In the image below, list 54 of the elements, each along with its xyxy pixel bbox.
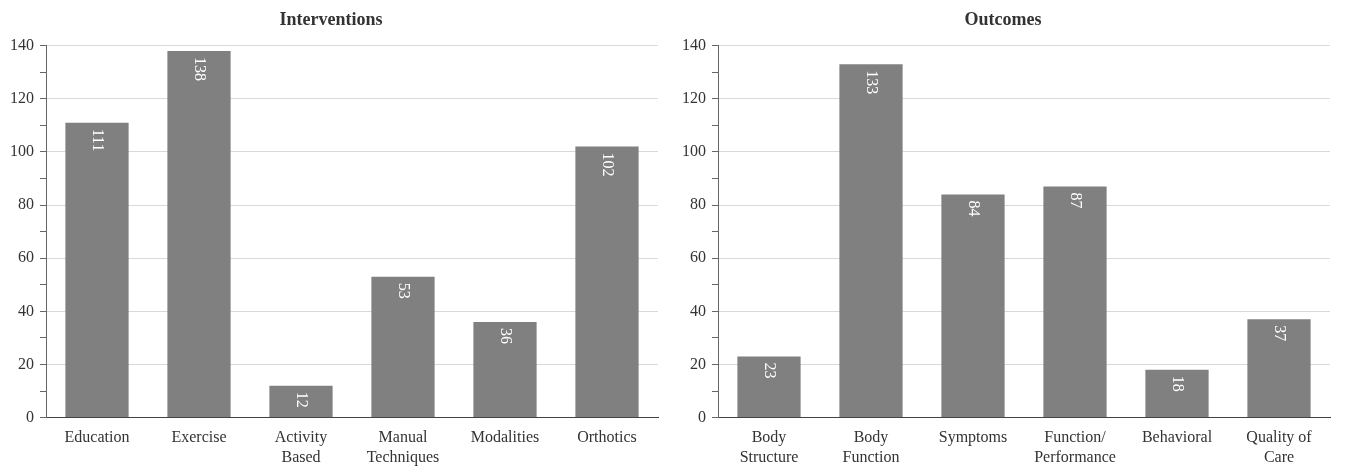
y-tick-label: 60	[18, 248, 34, 266]
data-label: 102	[599, 152, 617, 177]
bar	[1043, 186, 1107, 418]
x-tick-label: Education	[64, 428, 130, 446]
x-tick-label: Symptoms	[938, 428, 1008, 447]
y-tick-label: 120	[682, 88, 706, 106]
data-label: 12	[293, 391, 311, 408]
y-tick-label: 100	[10, 142, 34, 160]
bar	[941, 194, 1005, 418]
y-tick-label: 40	[18, 301, 34, 319]
y-tick-label: 20	[18, 354, 34, 372]
x-tick-label: Body Structure	[739, 428, 799, 465]
data-label: 84	[965, 200, 983, 217]
bar	[473, 321, 537, 418]
x-tick-label: Behavioral	[1141, 428, 1213, 446]
data-label: 87	[1067, 192, 1085, 209]
x-tick-label: Quality of Care	[1246, 428, 1313, 465]
bar	[575, 146, 639, 418]
bar	[737, 356, 801, 418]
y-tick-label: 140	[682, 35, 706, 53]
data-label: 37	[1271, 325, 1289, 342]
y-tick-label: 0	[698, 407, 706, 425]
y-tick-label: 0	[26, 407, 34, 425]
x-tick-label: Activity Based	[274, 428, 328, 465]
y-tick-label: 120	[10, 88, 34, 106]
data-label: 36	[497, 327, 515, 344]
bar	[839, 64, 903, 418]
bar	[371, 276, 435, 418]
y-tick-label: 100	[682, 142, 706, 160]
y-tick-label: 60	[690, 248, 706, 266]
bar	[1145, 369, 1209, 418]
y-tick-label: 80	[18, 195, 34, 213]
x-tick-label: Exercise	[171, 428, 227, 446]
bar	[1247, 319, 1311, 418]
data-label: 53	[395, 282, 413, 299]
data-label: 23	[761, 362, 779, 379]
chart-title: Outcomes	[964, 9, 1042, 30]
data-label: 133	[863, 70, 881, 95]
data-label: 138	[191, 56, 209, 81]
x-tick-label: Function/ Performance	[1034, 428, 1116, 465]
bar	[269, 385, 333, 418]
x-tick-label: Modalities	[470, 428, 540, 446]
y-tick-label: 20	[690, 354, 706, 372]
data-label: 111	[89, 128, 107, 152]
x-tick-label: Body Function	[842, 428, 900, 465]
x-tick-label: Orthotics	[577, 428, 637, 446]
y-tick-label: 80	[690, 195, 706, 213]
y-tick-label: 40	[690, 301, 706, 319]
chart-title: Interventions	[279, 9, 383, 30]
bar	[65, 122, 129, 418]
y-tick-label: 140	[10, 35, 34, 53]
x-tick-label: Manual Techniques	[366, 428, 440, 466]
bar	[167, 50, 231, 418]
data-label: 18	[1169, 375, 1187, 392]
